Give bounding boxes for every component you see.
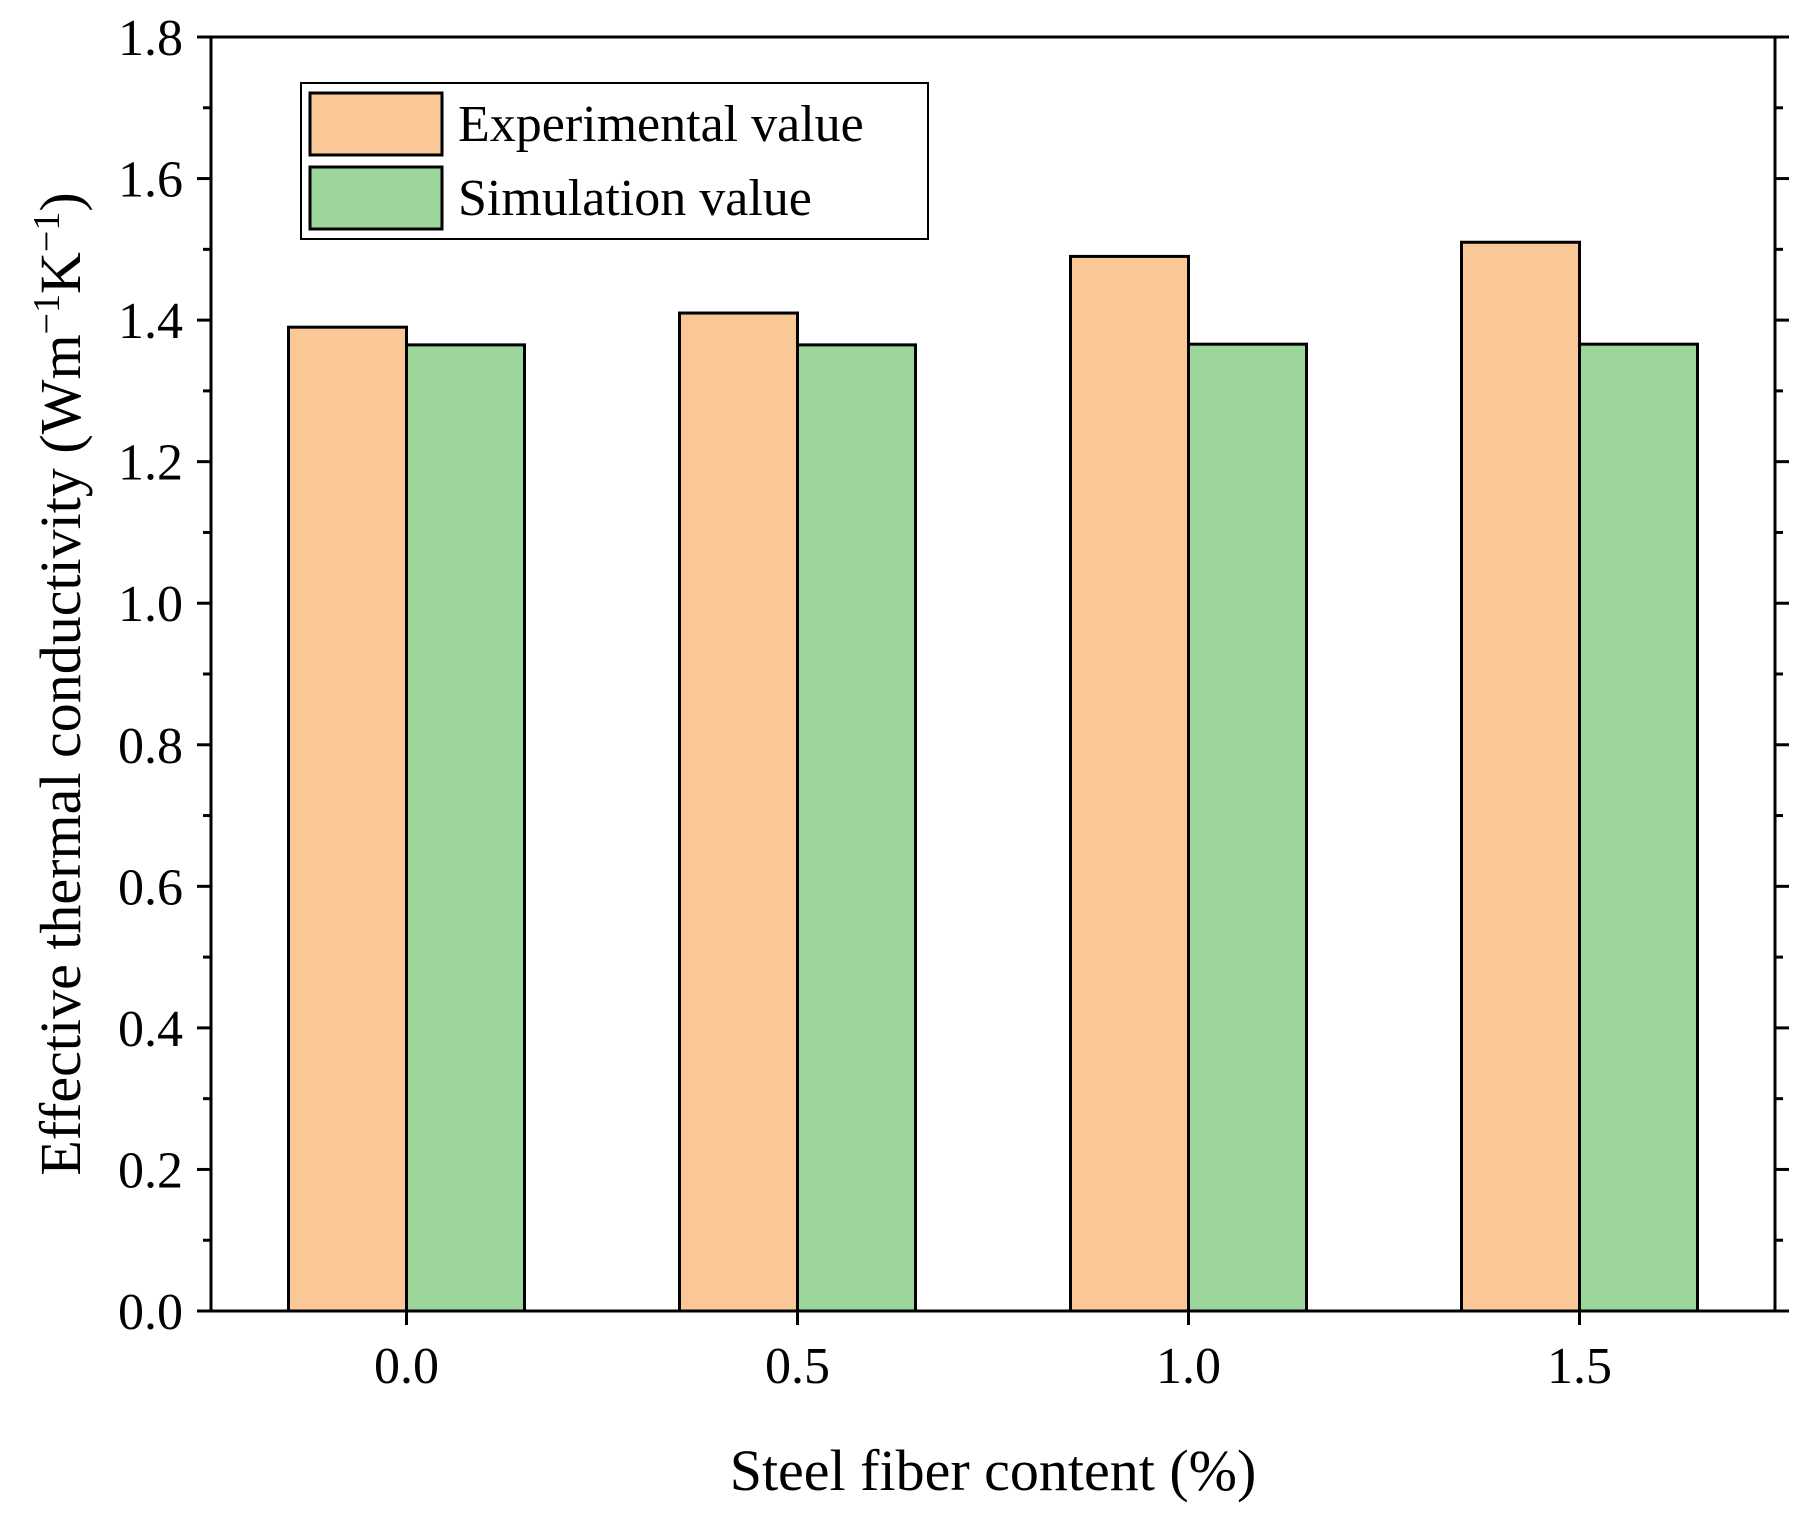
y-tick-label-9: 1.8 — [118, 10, 183, 67]
bar-experimental-1 — [678, 311, 799, 1313]
bar-simulation-3 — [1578, 342, 1699, 1313]
x-axis-title: Steel fiber content (%) — [730, 1438, 1257, 1503]
x-tick-label-0: 0.0 — [374, 1338, 439, 1395]
x-tick-label-2: 1.0 — [1156, 1338, 1221, 1395]
bar-simulation-1 — [796, 343, 917, 1313]
y-axis-title-sup1: −1 — [26, 294, 68, 334]
bar-simulation-0 — [405, 343, 526, 1313]
y-axis-title-sup2: −1 — [26, 212, 68, 252]
y-tick-label-5: 1.0 — [118, 576, 183, 633]
bar-experimental-0 — [287, 325, 408, 1313]
y-tick-label-2: 0.4 — [118, 1001, 183, 1058]
y-tick-label-1: 0.2 — [118, 1142, 183, 1199]
y-tick-label-0: 0.0 — [118, 1284, 183, 1341]
bar-experimental-3 — [1460, 240, 1581, 1313]
y-axis-title-suffix: ) — [28, 192, 93, 211]
bar-experimental-2 — [1069, 254, 1190, 1313]
tick-labels-layer: 0.0 0.2 0.4 0.6 0.8 1.0 1.2 1.4 1.6 1.8 0.0 0.5 1.0 1… — [118, 10, 1612, 1395]
bars-layer — [287, 240, 1699, 1313]
y-tick-label-8: 1.6 — [118, 152, 183, 209]
legend: Experimental value Simulation value — [300, 82, 929, 240]
legend-swatch-1 — [308, 165, 444, 231]
legend-swatch-0 — [308, 91, 444, 157]
ticks-layer — [197, 35, 1789, 1325]
y-tick-label-6: 1.2 — [118, 435, 183, 492]
legend-label-1: Simulation value — [458, 170, 812, 227]
y-tick-label-3: 0.6 — [118, 859, 183, 916]
bar-simulation-2 — [1187, 342, 1308, 1313]
legend-label-0: Experimental value — [458, 96, 864, 153]
x-tick-label-3: 1.5 — [1547, 1338, 1612, 1395]
y-tick-label-7: 1.4 — [118, 293, 183, 350]
y-tick-label-4: 0.8 — [118, 718, 183, 775]
y-axis-title-prefix: Effective thermal conductivity (Wm — [28, 334, 93, 1175]
y-axis-title-mid: K — [28, 252, 93, 294]
y-axis-title: Effective thermal conductivity (Wm−1K−1) — [26, 192, 93, 1175]
x-tick-label-1: 0.5 — [765, 1338, 830, 1395]
